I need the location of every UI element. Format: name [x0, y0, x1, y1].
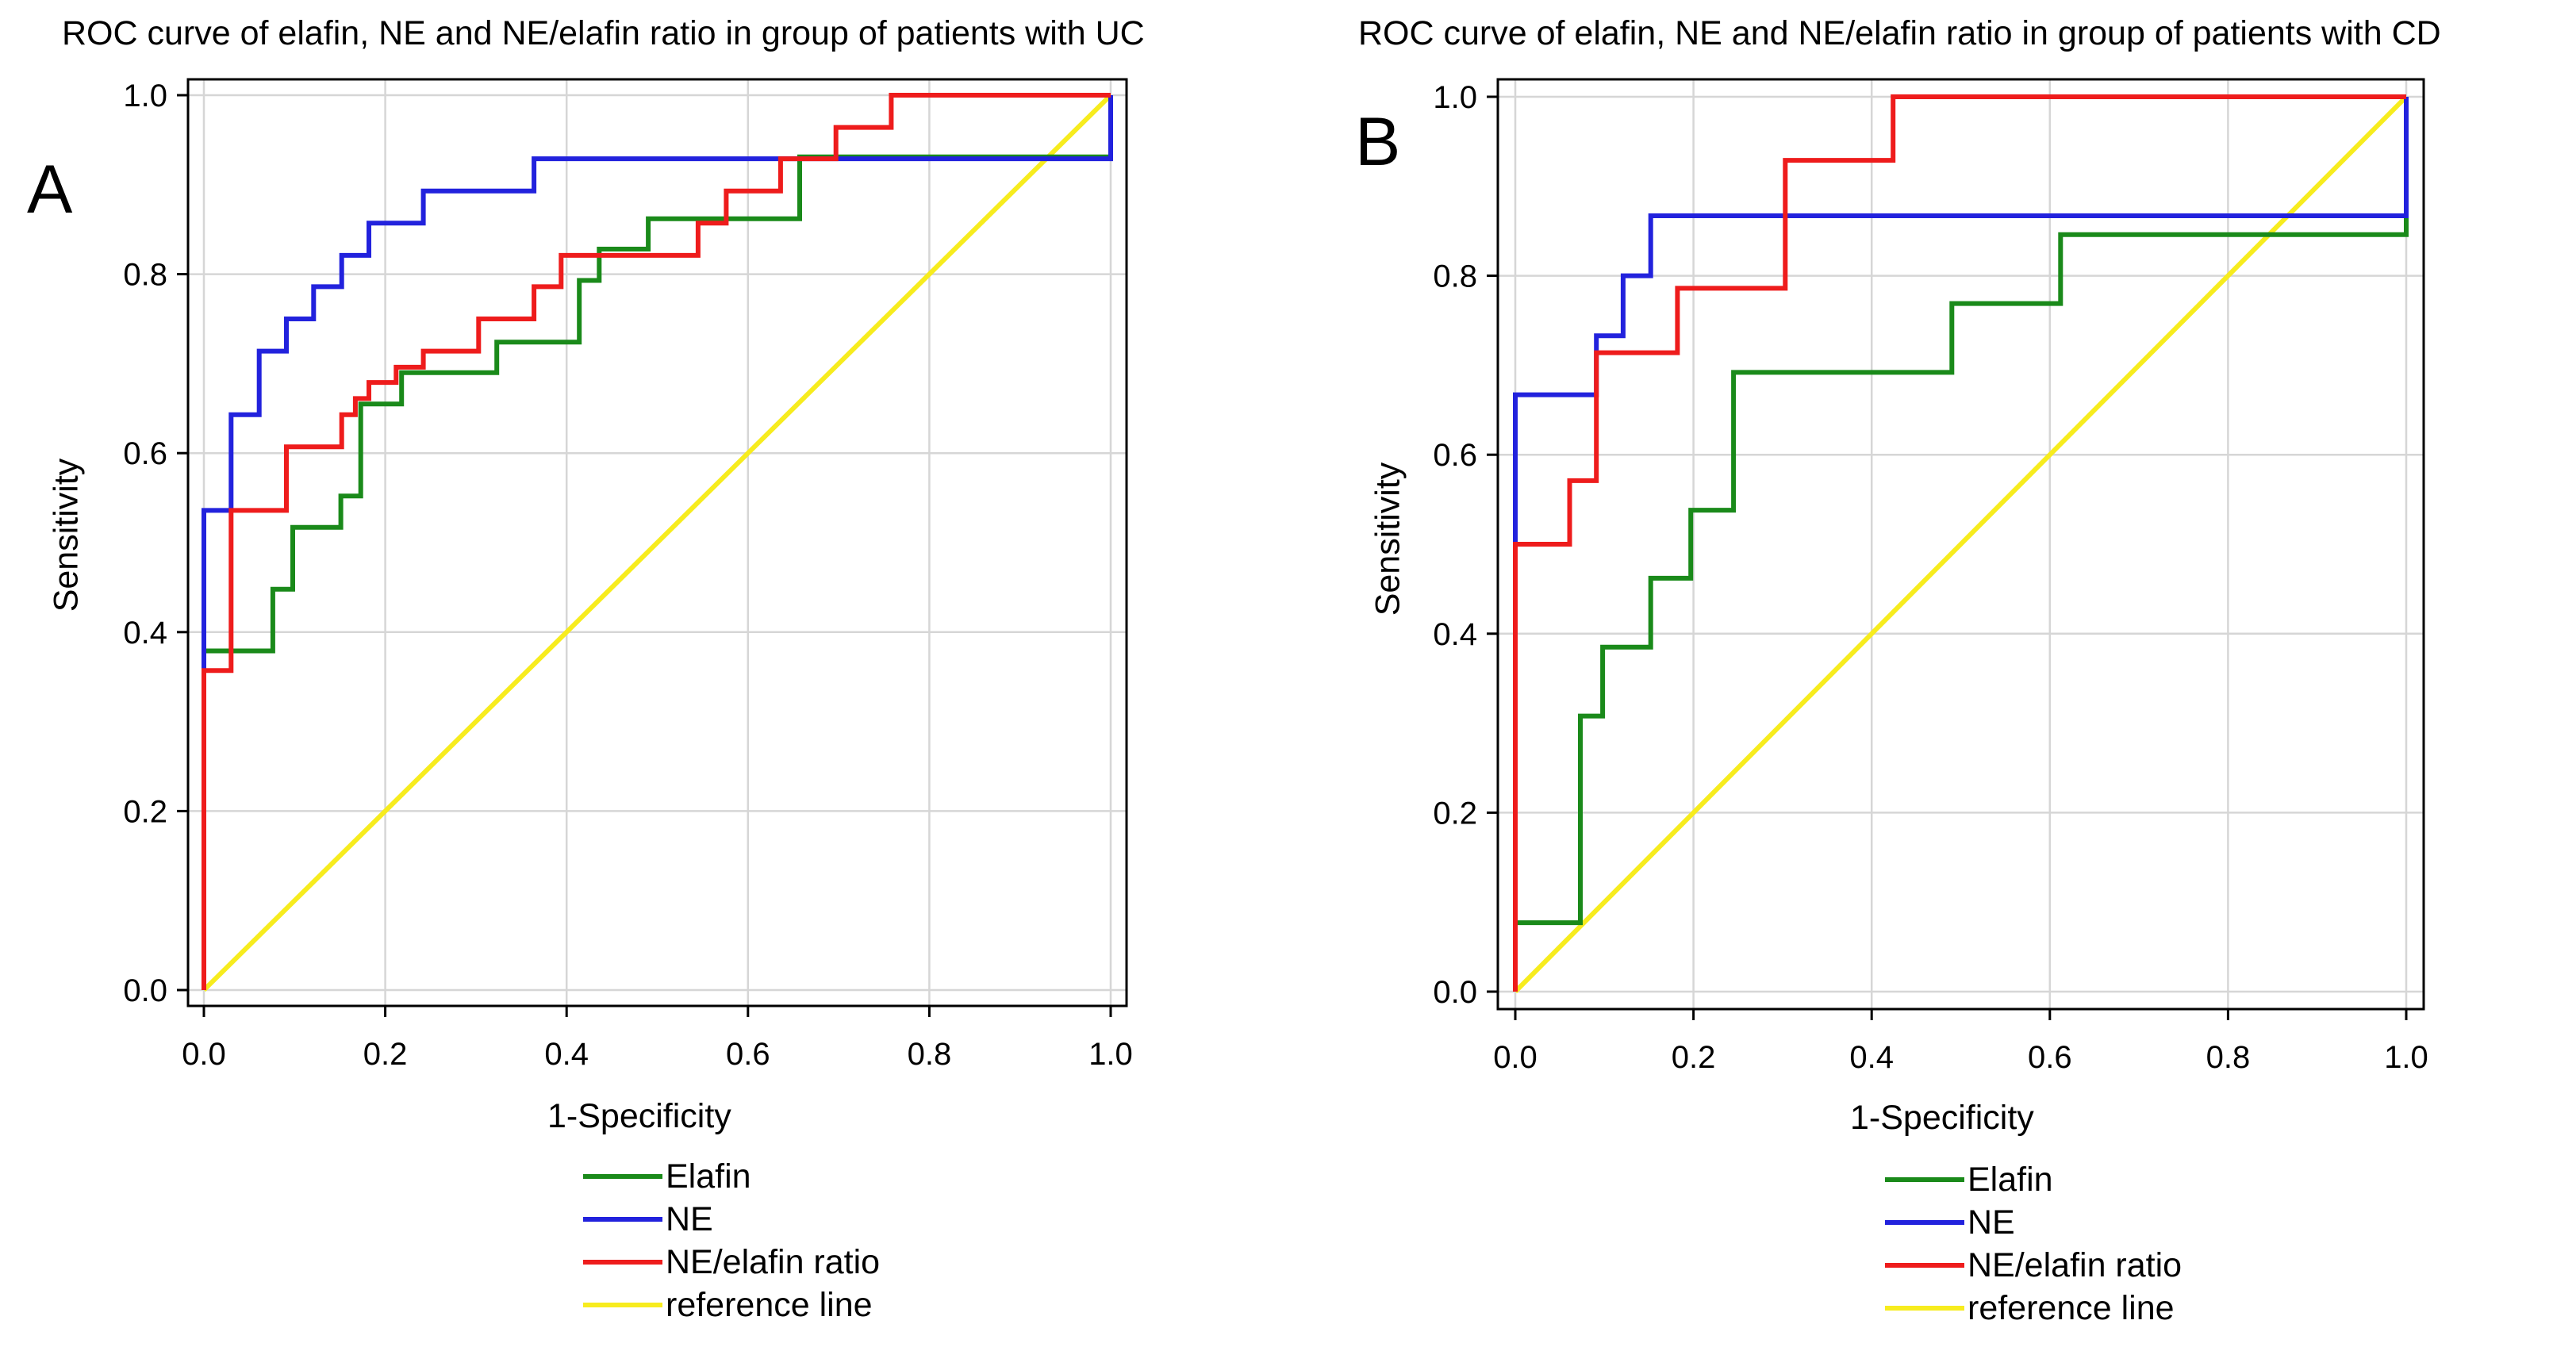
series-line-ne: [202, 95, 1113, 990]
y-tick-label: 0.0: [1433, 975, 1477, 1010]
legend-item-ratio: NE/elafin ratio: [583, 1241, 880, 1284]
legend-swatch: [583, 1174, 662, 1179]
panel-label: B: [1355, 104, 1401, 180]
y-tick-label: 0.6: [1433, 438, 1477, 473]
series-line-reference-line: [202, 93, 1113, 992]
y-tick-label: 0.2: [1433, 796, 1477, 831]
legend-swatch: [583, 1217, 662, 1222]
y-axis-label: Sensitivity: [47, 458, 86, 612]
x-tick-label: 0.4: [1849, 1040, 1894, 1075]
y-tick-label: 1.0: [1433, 80, 1477, 115]
legend-item-ne: NE: [1885, 1201, 2182, 1244]
x-tick-label: 1.0: [1088, 1037, 1133, 1072]
series-line-reference-line: [1513, 94, 2409, 994]
legend-swatch: [1885, 1306, 1964, 1311]
y-tick-label: 0.0: [123, 973, 167, 1008]
chart-title: ROC curve of elafin, NE and NE/elafin ra…: [62, 14, 1145, 52]
legend-swatch: [1885, 1220, 1964, 1225]
legend-swatch: [1885, 1263, 1964, 1268]
x-axis-label: 1-Specificity: [547, 1097, 731, 1135]
y-tick-label: 0.6: [123, 436, 167, 471]
roc-chart-cd: 0.0 0.2 0.4 0.6 0.8 1.0 0.0 0.2 0.4 0.6 0.8 1.0: [1433, 78, 2428, 1075]
y-tick-label: 0.4: [1433, 617, 1477, 652]
x-tick-label: 0.4: [544, 1037, 589, 1072]
series-line-elafin: [202, 95, 1113, 990]
x-tick-label: 0.6: [726, 1037, 770, 1072]
x-tick-label: 1.0: [2384, 1040, 2428, 1075]
roc-panel-uc: 0.0 0.2 0.4 0.6 0.8 1.0 0.0 0.2 0.4 0.6 0.8 1.0 ROC…: [27, 14, 1145, 1326]
legend-label: NE/elafin ratio: [666, 1243, 881, 1281]
x-tick-label: 0.2: [363, 1037, 408, 1072]
series-line-elafin: [1513, 97, 2409, 992]
legend-label: reference line: [666, 1286, 873, 1324]
x-tick-label: 0.8: [2206, 1040, 2251, 1075]
x-tick-label: 0.0: [182, 1037, 226, 1072]
chart-title: ROC curve of elafin, NE and NE/elafin ra…: [1358, 14, 2441, 52]
x-axis-label: 1-Specificity: [1850, 1099, 2034, 1137]
series-line-ne-elafin-ratio: [1513, 94, 2406, 992]
y-axis-label: Sensitivity: [1369, 462, 1407, 616]
y-tick-label: 0.2: [123, 794, 167, 829]
legend-item-reference: reference line: [1885, 1287, 2182, 1330]
x-tick-label: 0.8: [908, 1037, 952, 1072]
legend-label: NE: [1968, 1203, 2015, 1242]
legend-label: NE/elafin ratio: [1968, 1246, 2182, 1284]
panel-label: A: [27, 152, 73, 228]
legend-item-elafin: Elafin: [583, 1155, 880, 1198]
x-tick-label: 0.6: [2028, 1040, 2072, 1075]
plot-frame: [1496, 78, 2425, 1011]
x-tick-label: 0.0: [1493, 1040, 1538, 1075]
legend-label: Elafin: [666, 1157, 751, 1196]
y-tick-label: 1.0: [123, 79, 167, 113]
roc-panel-cd: 0.0 0.2 0.4 0.6 0.8 1.0 0.0 0.2 0.4 0.6 0.8 1.0 ROC…: [1288, 0, 2576, 1351]
legend-label: Elafin: [1968, 1161, 2053, 1199]
series-line-ne: [1513, 97, 2409, 992]
legend-item-ne: NE: [583, 1198, 880, 1241]
legend: Elafin NE NE/elafin ratio reference line: [583, 1155, 880, 1326]
legend-label: reference line: [1968, 1289, 2175, 1327]
legend-swatch: [1885, 1177, 1964, 1182]
series-line-ne-elafin-ratio: [202, 93, 1111, 990]
x-tick-label: 0.2: [1672, 1040, 1716, 1075]
legend-swatch: [583, 1303, 662, 1307]
legend-item-ratio: NE/elafin ratio: [1885, 1244, 2182, 1287]
legend-item-reference: reference line: [583, 1284, 880, 1326]
plot-frame: [186, 78, 1128, 1007]
roc-chart-uc: 0.0 0.2 0.4 0.6 0.8 1.0 0.0 0.2 0.4 0.6 0.8 1.0: [123, 78, 1133, 1072]
legend-label: NE: [666, 1200, 713, 1238]
legend: Elafin NE NE/elafin ratio reference line: [1885, 1158, 2182, 1330]
y-tick-label: 0.8: [1433, 259, 1477, 294]
legend-item-elafin: Elafin: [1885, 1158, 2182, 1201]
y-tick-label: 0.8: [123, 258, 167, 293]
legend-swatch: [583, 1260, 662, 1265]
y-tick-label: 0.4: [123, 616, 167, 651]
